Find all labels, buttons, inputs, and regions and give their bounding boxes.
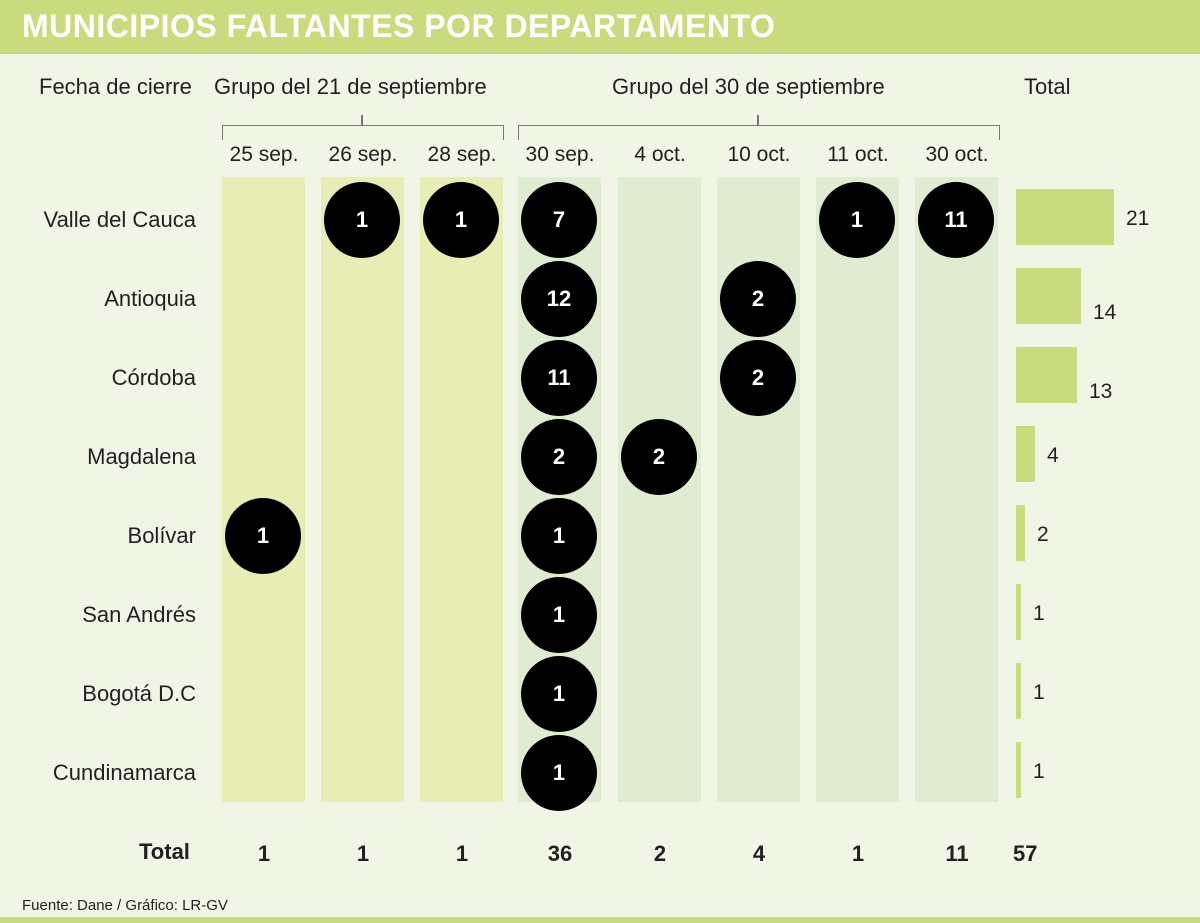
total-bar [1016,426,1035,482]
value-bubble: 1 [324,182,400,258]
value-bubble: 1 [521,735,597,811]
total-bar-label: 13 [1089,380,1113,403]
value-bubble: 12 [521,261,597,337]
total-bar [1016,347,1077,403]
department-label: Antioquia [104,286,196,311]
total-bar [1016,505,1025,561]
title-bar: MUNICIPIOS FALTANTES POR DEPARTAMENTO [0,0,1200,54]
column-28-sep [420,177,503,802]
column-26-sep [321,177,404,802]
value-bubble: 11 [521,340,597,416]
total-bar-label: 2 [1037,523,1049,546]
total-bar-label: 21 [1126,207,1150,230]
chart-title: MUNICIPIOS FALTANTES POR DEPARTAMENTO [22,8,776,44]
group2-bracket-tick [757,115,759,125]
total-bar [1016,742,1021,798]
group1-header: Grupo del 21 de septiembre [214,74,487,99]
total-bar-label: 4 [1047,444,1059,467]
column-total: 36 [547,841,573,866]
column-total: 2 [653,841,667,866]
total-bar-label: 1 [1033,760,1045,783]
column-11-oct [816,177,899,802]
column-total: 1 [455,841,469,866]
group2-bracket [518,125,1000,140]
date-label: 26 sep. [328,143,398,166]
date-label: 28 sep. [427,143,497,166]
total-bar [1016,663,1021,719]
total-bar [1016,584,1021,640]
total-bar [1016,268,1081,324]
value-bubble: 1 [819,182,895,258]
value-bubble: 1 [225,498,301,574]
grand-total: 57 [1013,841,1038,866]
department-label: Magdalena [87,444,196,469]
column-total: 11 [945,841,969,866]
department-label: Cundinamarca [52,760,196,785]
group1-bracket-tick [361,115,363,125]
value-bubble: 2 [720,340,796,416]
value-bubble: 1 [423,182,499,258]
value-bubble: 2 [720,261,796,337]
date-label: 30 oct. [925,143,989,166]
value-bubble: 2 [521,419,597,495]
department-label: Bolívar [127,523,196,548]
column-total: 1 [356,841,370,866]
total-bar-label: 1 [1033,602,1045,625]
group1-bracket [222,125,504,140]
column-total: 1 [257,841,271,866]
total-bar-label: 1 [1033,681,1045,704]
total-header: Total [1024,74,1071,99]
date-header-label: Fecha de cierre [39,74,192,99]
bottom-line [0,917,1200,923]
total-bar [1016,189,1114,245]
value-bubble: 1 [521,577,597,653]
department-label: San Andrés [82,602,196,627]
column-25-sep [222,177,305,802]
department-label: Valle del Cauca [43,207,196,232]
total-row-label: Total [139,839,190,864]
value-bubble: 2 [621,419,697,495]
column-total: 1 [851,841,865,866]
total-bar-label: 14 [1093,301,1117,324]
value-bubble: 7 [521,182,597,258]
source-footer: Fuente: Dane / Gráfico: LR-GV [22,897,228,914]
date-label: 30 sep. [525,143,595,166]
date-label: 10 oct. [727,143,791,166]
value-bubble: 1 [521,656,597,732]
department-label: Córdoba [111,365,196,390]
column-total: 4 [752,841,766,866]
column-30-oct [915,177,998,802]
value-bubble: 1 [521,498,597,574]
date-label: 4 oct. [634,143,686,166]
date-label: 25 sep. [229,143,299,166]
department-label: Bogotá D.C [82,681,196,706]
group2-header: Grupo del 30 de septiembre [612,74,885,99]
date-label: 11 oct. [827,143,889,166]
value-bubble: 11 [918,182,994,258]
